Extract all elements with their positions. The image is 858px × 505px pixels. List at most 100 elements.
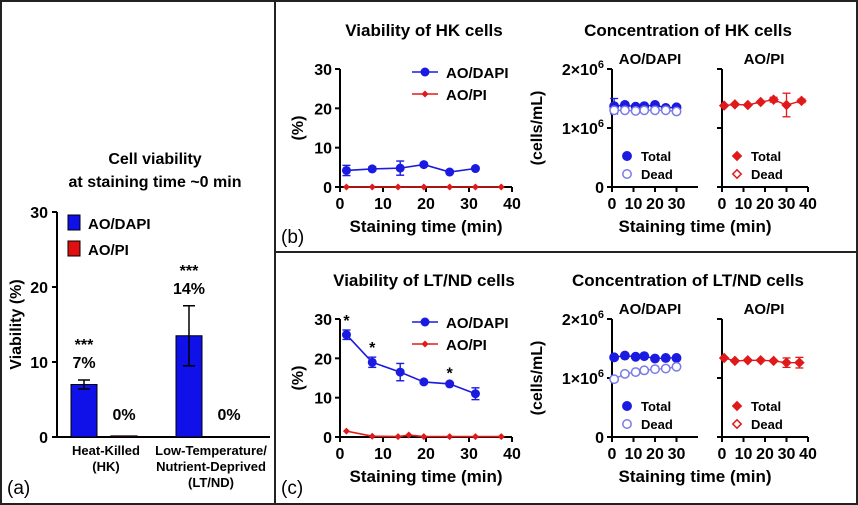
x-axis-label: Staining time (min) bbox=[619, 217, 772, 236]
data-point bbox=[671, 106, 682, 117]
data-point bbox=[420, 183, 428, 191]
data-point bbox=[446, 433, 454, 441]
x-tick-label: 40 bbox=[799, 196, 817, 213]
x-tick-label: 10 bbox=[374, 196, 392, 213]
bar bbox=[215, 436, 243, 438]
data-point bbox=[742, 99, 754, 111]
subplot-title: AO/PI bbox=[744, 301, 785, 318]
subplot-title: AO/DAPI bbox=[619, 51, 682, 68]
y-tick-label: 20 bbox=[314, 101, 332, 118]
x-category-label: Nutrient-Deprived bbox=[156, 459, 266, 474]
y-tick-label: 0 bbox=[39, 430, 48, 447]
x-tick-label: 20 bbox=[417, 446, 435, 463]
data-point bbox=[395, 163, 405, 173]
subplot-title: AO/DAPI bbox=[619, 301, 682, 318]
panel-label-b: (b) bbox=[281, 227, 304, 248]
data-point bbox=[497, 183, 505, 191]
x-axis-label: Staining time (min) bbox=[619, 467, 772, 486]
x-tick-label: 0 bbox=[336, 196, 345, 213]
x-tick-label: 30 bbox=[668, 196, 686, 213]
legend-label: AO/DAPI bbox=[446, 65, 509, 82]
y-tick-label: 30 bbox=[314, 312, 332, 329]
data-point bbox=[729, 355, 741, 367]
data-point bbox=[755, 355, 766, 366]
panel-label-c: (c) bbox=[281, 478, 303, 499]
data-point bbox=[609, 352, 620, 363]
x-tick-label: 10 bbox=[374, 446, 392, 463]
data-point bbox=[394, 183, 402, 191]
x-tick-label: 20 bbox=[417, 196, 435, 213]
data-point bbox=[650, 105, 660, 116]
chart-title-line-2: at staining time ~0 min bbox=[69, 174, 242, 191]
data-point bbox=[671, 361, 682, 372]
legend-label: Total bbox=[751, 399, 781, 414]
chart-title: Concentration of LT/ND cells bbox=[572, 271, 804, 290]
y-tick-label: 30 bbox=[314, 62, 332, 79]
x-axis-label: Staining time (min) bbox=[350, 217, 503, 236]
x-tick-label: 20 bbox=[756, 196, 774, 213]
data-point bbox=[630, 351, 641, 362]
data-point bbox=[609, 105, 620, 116]
y-tick-label: 1×106 bbox=[562, 118, 604, 138]
chart-title-line-1: Cell viability bbox=[108, 151, 201, 168]
data-point bbox=[619, 368, 630, 379]
value-label: 7% bbox=[72, 355, 95, 372]
x-tick-label: 20 bbox=[646, 196, 664, 213]
data-point bbox=[755, 96, 766, 108]
data-point bbox=[768, 355, 779, 367]
data-point bbox=[367, 164, 377, 174]
significance-label: * bbox=[369, 340, 376, 357]
legend-marker bbox=[420, 67, 430, 77]
y-tick-label: 10 bbox=[314, 141, 332, 158]
panel-a-bar-chart: Cell viability at staining time ~0 min 0 10… bbox=[8, 151, 270, 490]
data-point bbox=[609, 374, 620, 385]
legend-swatch bbox=[67, 240, 81, 257]
significance-label: * bbox=[343, 313, 350, 330]
legend-marker bbox=[731, 418, 743, 430]
y-tick-label: 0 bbox=[595, 430, 604, 447]
data-point bbox=[471, 433, 479, 441]
x-tick-label: 0 bbox=[608, 446, 617, 463]
x-tick-label: 30 bbox=[460, 196, 478, 213]
legend-marker bbox=[622, 401, 632, 411]
series-line bbox=[346, 163, 476, 173]
y-axis-label: (cells/mL) bbox=[529, 341, 546, 416]
legend-label: AO/PI bbox=[88, 242, 129, 259]
value-label: 14% bbox=[173, 281, 205, 298]
significance-label: *** bbox=[180, 263, 199, 280]
data-point bbox=[660, 352, 671, 363]
x-tick-label: 20 bbox=[646, 446, 664, 463]
series-line bbox=[345, 334, 476, 395]
data-point bbox=[470, 164, 480, 174]
y-tick-label: 0 bbox=[323, 430, 332, 447]
data-point bbox=[639, 351, 650, 362]
data-point bbox=[342, 427, 350, 435]
data-point bbox=[445, 167, 455, 177]
significance-label: * bbox=[447, 365, 454, 382]
legend-marker bbox=[731, 150, 743, 162]
x-tick-label: 10 bbox=[735, 446, 753, 463]
y-tick-label: 2×106 bbox=[562, 59, 604, 79]
x-tick-label: 0 bbox=[718, 196, 727, 213]
data-point bbox=[394, 433, 402, 441]
y-tick-label: 10 bbox=[30, 355, 48, 372]
data-point bbox=[619, 350, 630, 361]
y-tick-label: 10 bbox=[314, 391, 332, 408]
y-axis-label: (%) bbox=[290, 116, 307, 141]
data-point bbox=[341, 330, 351, 340]
data-point bbox=[639, 365, 650, 376]
data-point bbox=[619, 105, 630, 116]
data-point bbox=[781, 99, 792, 111]
legend-label: Dead bbox=[641, 167, 673, 182]
data-point bbox=[368, 183, 376, 191]
data-point bbox=[729, 99, 741, 110]
x-category-label: (LT/ND) bbox=[188, 475, 234, 490]
data-point bbox=[794, 357, 805, 368]
x-tick-label: 30 bbox=[668, 446, 686, 463]
data-point bbox=[497, 433, 505, 441]
y-axis-label: (cells/mL) bbox=[529, 91, 546, 166]
data-point bbox=[446, 183, 454, 191]
x-category-label: Heat-Killed bbox=[72, 443, 140, 458]
data-point bbox=[368, 432, 376, 440]
